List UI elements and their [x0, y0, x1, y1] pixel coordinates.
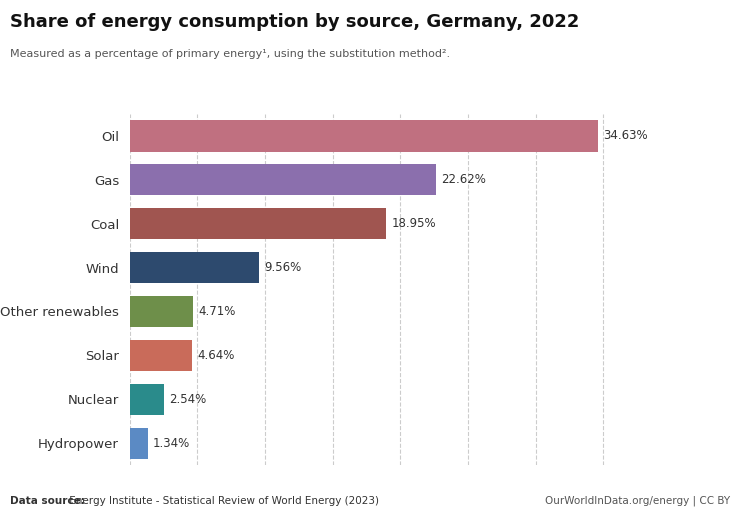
Text: 22.62%: 22.62% — [441, 173, 486, 186]
Bar — [130, 428, 148, 459]
Text: Data source:: Data source: — [10, 496, 84, 506]
Text: 9.56%: 9.56% — [264, 261, 302, 274]
Bar — [130, 296, 193, 327]
Text: 4.64%: 4.64% — [198, 349, 235, 362]
Text: 18.95%: 18.95% — [391, 217, 436, 230]
Bar — [130, 384, 164, 415]
Text: 1.34%: 1.34% — [153, 437, 190, 450]
Bar — [130, 252, 259, 283]
Text: Our World
in Data: Our World in Data — [653, 23, 712, 47]
Text: 4.71%: 4.71% — [198, 305, 236, 318]
Text: Energy Institute - Statistical Review of World Energy (2023): Energy Institute - Statistical Review of… — [66, 496, 379, 506]
Bar — [130, 340, 192, 371]
Text: OurWorldInData.org/energy | CC BY: OurWorldInData.org/energy | CC BY — [545, 495, 730, 506]
Text: 34.63%: 34.63% — [604, 129, 648, 142]
Text: Measured as a percentage of primary energy¹, using the substitution method².: Measured as a percentage of primary ener… — [10, 49, 450, 59]
Bar — [130, 164, 436, 195]
Text: 2.54%: 2.54% — [169, 393, 206, 406]
Bar — [130, 208, 386, 239]
Text: Share of energy consumption by source, Germany, 2022: Share of energy consumption by source, G… — [10, 13, 579, 31]
Bar — [130, 120, 598, 151]
